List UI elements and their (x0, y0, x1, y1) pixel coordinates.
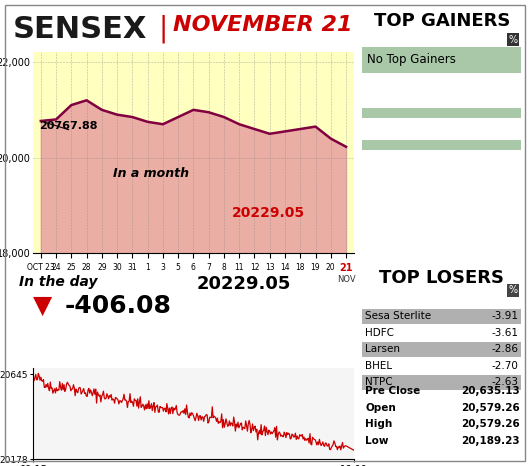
Text: %: % (508, 35, 518, 45)
Text: 20229.05: 20229.05 (197, 275, 292, 293)
Text: 20,579.26: 20,579.26 (461, 403, 520, 413)
FancyBboxPatch shape (362, 375, 522, 391)
FancyBboxPatch shape (362, 140, 522, 151)
Text: 20,579.26: 20,579.26 (461, 419, 520, 430)
Text: In the day: In the day (19, 275, 98, 289)
Text: NTPC: NTPC (366, 377, 393, 387)
FancyBboxPatch shape (362, 309, 522, 324)
Text: TOP GAINERS: TOP GAINERS (374, 12, 510, 30)
Text: In a month: In a month (113, 167, 189, 180)
Text: Open: Open (366, 403, 396, 413)
Text: PTI GRAPHICS: PTI GRAPHICS (162, 442, 244, 452)
Text: SENSEX: SENSEX (12, 15, 147, 44)
Text: High: High (366, 419, 393, 430)
Text: 20229.05: 20229.05 (232, 206, 305, 220)
Text: BHEL: BHEL (366, 361, 393, 370)
Text: HDFC: HDFC (366, 328, 394, 338)
Text: |: | (158, 15, 168, 43)
Text: TOP LOSERS: TOP LOSERS (379, 269, 504, 287)
Text: 20,189.23: 20,189.23 (461, 436, 520, 446)
Text: Low: Low (366, 436, 389, 446)
Text: NOVEMBER 21: NOVEMBER 21 (173, 15, 352, 34)
Text: -3.91: -3.91 (491, 311, 518, 321)
Text: -2.86: -2.86 (491, 344, 518, 354)
Text: %: % (508, 286, 518, 295)
Text: 20767.88: 20767.88 (40, 121, 98, 131)
Text: -2.63: -2.63 (491, 377, 518, 387)
Text: Pre Close: Pre Close (366, 386, 421, 397)
Text: ▼: ▼ (33, 294, 52, 318)
FancyBboxPatch shape (362, 342, 522, 357)
FancyBboxPatch shape (362, 358, 522, 374)
Text: 20,635.13: 20,635.13 (461, 386, 520, 397)
Text: No Top Gainers: No Top Gainers (367, 54, 456, 67)
FancyBboxPatch shape (362, 325, 522, 341)
Text: NOV: NOV (337, 275, 355, 284)
FancyBboxPatch shape (362, 48, 522, 73)
Text: Sesa Sterlite: Sesa Sterlite (366, 311, 431, 321)
FancyBboxPatch shape (362, 108, 522, 118)
Text: -406.08: -406.08 (65, 294, 171, 318)
Text: -3.61: -3.61 (491, 328, 518, 338)
Text: Larsen: Larsen (366, 344, 401, 354)
Text: -2.70: -2.70 (491, 361, 518, 370)
